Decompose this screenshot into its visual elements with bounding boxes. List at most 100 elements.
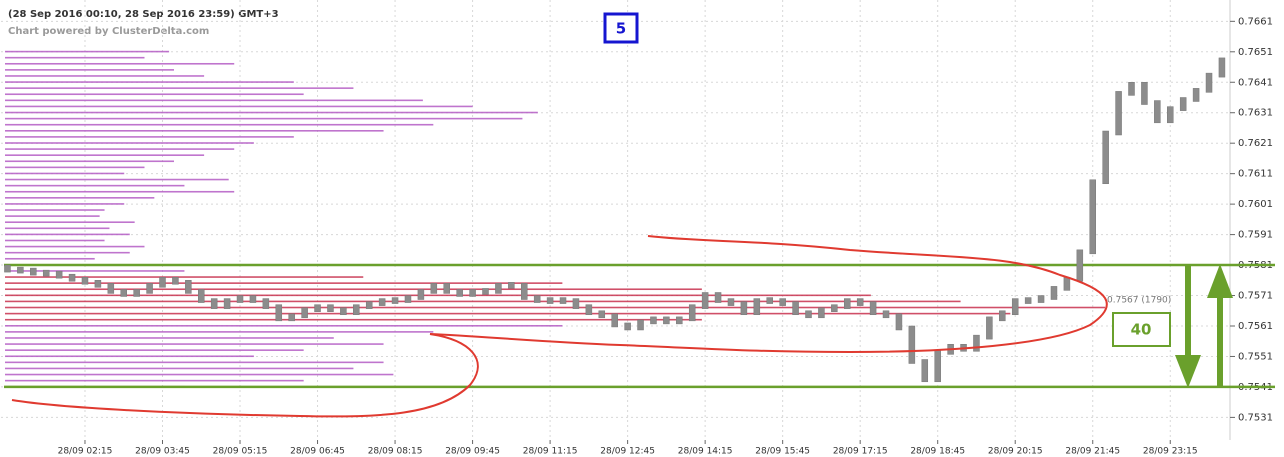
annotation-label: 40: [1131, 321, 1152, 339]
candle: [430, 283, 438, 294]
profile-bar: [5, 306, 1105, 309]
candle: [1050, 286, 1058, 300]
x-tick-label: 28/09 11:15: [523, 447, 578, 457]
candle: [521, 283, 528, 300]
candle: [1037, 295, 1045, 303]
candle: [1011, 298, 1019, 316]
profile-bar: [5, 69, 174, 71]
candle: [120, 289, 127, 297]
candle: [533, 295, 541, 303]
profile-bar: [5, 184, 185, 187]
profile-bar: [5, 294, 871, 297]
profile-bar: [5, 227, 110, 230]
candle: [68, 273, 76, 282]
candle: [133, 289, 140, 297]
candle: [701, 292, 709, 309]
profile-bar: [5, 355, 254, 358]
candle: [210, 298, 218, 309]
x-tick-label: 28/09 17:15: [833, 447, 888, 457]
candle: [792, 301, 799, 316]
candle: [314, 304, 321, 312]
candle: [327, 304, 334, 312]
profile-bar: [5, 349, 304, 351]
candle: [895, 313, 903, 331]
profile-bar: [5, 318, 702, 321]
candle: [404, 295, 412, 303]
candle: [236, 295, 244, 303]
annotation-box: [603, 12, 639, 44]
candle: [4, 264, 11, 273]
profile-bar: [5, 87, 354, 89]
y-tick-label: 0.7661: [1238, 16, 1273, 27]
up-arrow: [1207, 264, 1233, 388]
profile-bar: [5, 331, 434, 333]
chart-title: (28 Sep 2016 00:10, 28 Sep 2016 23:59) G…: [8, 9, 279, 20]
annotation-label: 5: [616, 20, 626, 38]
profile-bar: [5, 99, 423, 102]
candle: [624, 322, 631, 331]
profile-bar: [5, 257, 95, 260]
candle: [740, 301, 748, 316]
y-tick-label: 0.7551: [1238, 351, 1273, 362]
y-tick-label: 0.7531: [1238, 412, 1273, 423]
candle: [275, 304, 283, 322]
y-tick-label: 0.7571: [1238, 291, 1273, 302]
candle: [766, 297, 773, 304]
candle: [546, 297, 554, 304]
profile-bar: [5, 251, 130, 254]
candle: [443, 283, 450, 294]
y-tick-label: 0.7591: [1238, 230, 1273, 241]
candle: [42, 269, 50, 277]
candle: [30, 267, 37, 276]
profile-bar: [5, 239, 105, 242]
candle: [856, 298, 864, 306]
candle: [908, 325, 916, 364]
profile-bar: [5, 130, 384, 132]
candle: [185, 280, 192, 294]
y-tick-label: 0.7641: [1238, 77, 1273, 88]
candle: [921, 359, 929, 383]
profile-bar: [5, 190, 235, 193]
candle: [495, 283, 502, 294]
poc-label: 0.7567 (1790): [1107, 296, 1171, 306]
x-tick-label: 28/09 23:15: [1143, 447, 1198, 457]
candle: [1218, 57, 1226, 78]
candle: [753, 298, 761, 316]
down-arrow: [1175, 266, 1201, 388]
profile-bar: [5, 172, 125, 175]
x-tick-label: 28/09 21:45: [1065, 447, 1120, 457]
x-tick-label: 28/09 14:15: [678, 447, 733, 457]
candle: [650, 316, 657, 325]
profile-bar: [5, 56, 145, 59]
y-tick-label: 0.7631: [1238, 108, 1273, 119]
profile-bar: [5, 324, 563, 327]
candle: [353, 304, 360, 316]
candle: [249, 295, 257, 303]
profile-bar: [5, 221, 135, 224]
profile-bar: [5, 245, 145, 248]
candle: [869, 301, 877, 316]
profile-bar: [5, 343, 384, 345]
candle: [1192, 88, 1200, 102]
x-tick-label: 28/09 09:45: [445, 447, 500, 457]
profile-bar: [5, 282, 563, 284]
candle: [508, 282, 515, 289]
profile-bar: [5, 160, 174, 163]
candle: [146, 283, 153, 294]
candle: [973, 334, 980, 352]
profile-bar: [5, 178, 229, 181]
profile-bar: [5, 379, 304, 382]
x-tick-label: 28/09 15:45: [755, 447, 810, 457]
candle: [223, 298, 231, 309]
x-tick-label: 28/09 02:15: [58, 447, 113, 457]
candle: [585, 304, 593, 316]
candle: [934, 350, 941, 383]
candle: [572, 298, 580, 309]
profile-bar: [5, 154, 205, 156]
red-outline: [429, 235, 1108, 354]
profile-bar: [5, 111, 538, 114]
profile-bar: [5, 50, 170, 53]
profile-bar: [5, 312, 1011, 315]
annotation-box: [1112, 312, 1171, 347]
